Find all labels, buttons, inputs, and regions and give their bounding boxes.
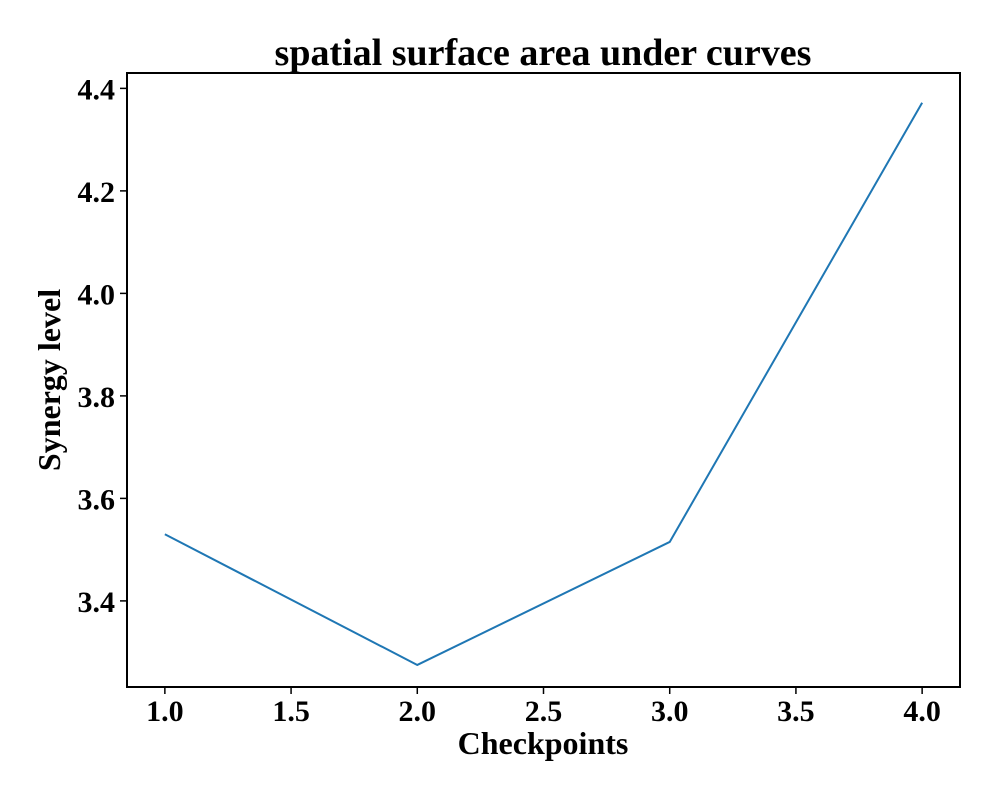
x-tick-label: 1.5: [272, 695, 310, 728]
x-tick-label: 1.0: [146, 695, 184, 728]
y-tick-label: 3.6: [78, 483, 116, 516]
x-tick-label: 3.5: [777, 695, 815, 728]
plot-frame: [126, 72, 961, 688]
y-tick-label: 4.4: [78, 73, 116, 106]
y-tick-label: 3.8: [78, 381, 116, 414]
series-line-0: [164, 102, 924, 666]
plot-frame-group: [126, 72, 961, 688]
y-axis-label: Synergy level: [31, 289, 67, 471]
x-axis-label: Checkpoints: [458, 725, 629, 761]
series-group: [164, 102, 924, 666]
y-tick-label: 3.4: [78, 586, 116, 619]
x-tick-label: 3.0: [651, 695, 689, 728]
chart-title: spatial surface area under curves: [275, 32, 812, 74]
x-tick-label: 2.0: [399, 695, 437, 728]
x-tick-label: 4.0: [903, 695, 941, 728]
y-ticks-group: 3.4 3.6 3.8 4.0 4.2 4.4: [78, 73, 127, 619]
x-ticks-group: 1.0 1.5 2.0 2.5 3.0 3.5 4.0: [146, 687, 941, 728]
y-tick-label: 4.2: [78, 176, 116, 209]
x-tick-label: 2.5: [525, 695, 563, 728]
y-tick-label: 4.0: [78, 278, 116, 311]
